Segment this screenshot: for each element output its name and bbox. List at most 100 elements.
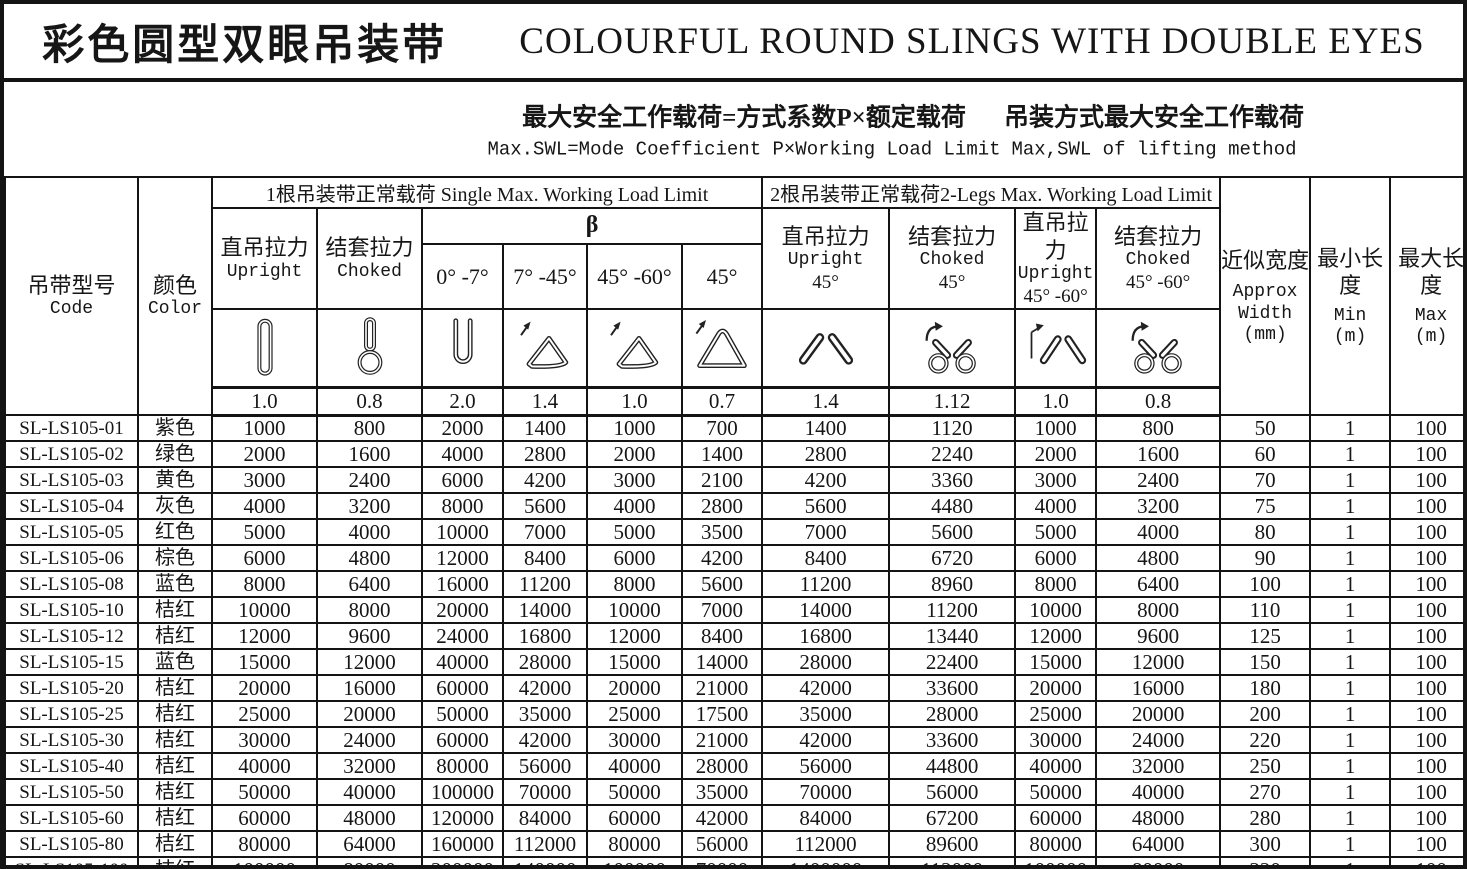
load-value-cell: 15000 bbox=[211, 648, 318, 677]
load-value-cell: 50000 bbox=[211, 778, 318, 807]
table-row: SL-LS105-100桔红10000080000200000140000100… bbox=[4, 856, 1463, 865]
color-cell: 桔红 bbox=[137, 830, 213, 859]
code-cell: SL-LS105-10 bbox=[4, 596, 139, 625]
load-value-cell: 16000 bbox=[316, 674, 423, 703]
load-value-cell: 8000 bbox=[1014, 570, 1098, 599]
load-value-cell: 30000 bbox=[211, 726, 318, 755]
min-length-cell: 1 bbox=[1309, 856, 1392, 865]
load-value-cell: 1400000 bbox=[761, 856, 891, 865]
load-value-cell: 4000 bbox=[211, 492, 318, 521]
load-value-cell: 30000 bbox=[1014, 726, 1098, 755]
max-length-cell: 100 bbox=[1389, 752, 1463, 781]
wide-basket-hitch-icon bbox=[695, 320, 747, 369]
color-cell: 桔红 bbox=[137, 778, 213, 807]
table-row: SL-LS105-08 蓝色 8000 6400 16000 11200 8000 5600 1… bbox=[4, 570, 1463, 599]
two-legs-choked-45-header: 结套拉力 Choked 45° bbox=[888, 206, 1017, 311]
load-value-cell: 13440 bbox=[888, 622, 1017, 651]
load-value-cell: 64000 bbox=[1095, 830, 1222, 859]
load-value-cell: 8960 bbox=[888, 570, 1017, 599]
load-value-cell: 3360 bbox=[888, 466, 1017, 495]
load-value-cell: 8000 bbox=[586, 570, 683, 599]
code-cell: SL-LS105-50 bbox=[4, 778, 139, 807]
load-value-cell: 8000 bbox=[211, 570, 318, 599]
load-value-cell: 48000 bbox=[1095, 804, 1222, 833]
table-row: SL-LS105-80 桔红 80000 64000 160000 112000 80000… bbox=[4, 830, 1463, 859]
load-value-cell: 8000 bbox=[421, 492, 504, 521]
two-legs-group-header: 2根吊装带正常载荷2-Legs Max. Working Load Limit bbox=[761, 176, 1222, 209]
max-length-cell: 100 bbox=[1389, 726, 1463, 755]
coefficient-cell: 1.4 bbox=[502, 386, 588, 417]
load-value-cell: 5600 bbox=[502, 492, 588, 521]
two-legs-choked-45-60-angle: 45° -60° bbox=[1125, 271, 1191, 293]
min-length-column-header: 最小长度 Min (m) bbox=[1309, 175, 1392, 417]
min-length-cell: 1 bbox=[1309, 674, 1392, 703]
load-value-cell: 17500 bbox=[680, 700, 764, 729]
angle-header-45: 45° bbox=[680, 242, 764, 311]
min-length-cell: 1 bbox=[1309, 466, 1392, 495]
load-value-cell: 42000 bbox=[761, 674, 891, 703]
max-length-cell: 100 bbox=[1389, 804, 1463, 833]
load-value-cell: 160000 bbox=[421, 830, 504, 859]
max-length-cell: 100 bbox=[1389, 570, 1463, 599]
load-value-cell: 16800 bbox=[502, 622, 588, 651]
basket-hitch-cell bbox=[421, 308, 504, 389]
load-value-cell: 35000 bbox=[680, 778, 764, 807]
load-value-cell: 14000 bbox=[680, 648, 764, 677]
load-value-cell: 70000 bbox=[761, 778, 891, 807]
lifting-method-note: 吊装方式最大安全工作载荷 Max,SWL of lifting method bbox=[1004, 98, 1304, 161]
load-value-cell: 5000 bbox=[586, 518, 683, 547]
load-value-cell: 4000 bbox=[1014, 492, 1098, 521]
load-value-cell: 1400 bbox=[761, 414, 891, 443]
two-leg-straight-icon bbox=[798, 333, 853, 365]
color-cell: 桔红 bbox=[137, 596, 213, 625]
load-value-cell: 50000 bbox=[421, 700, 504, 729]
load-value-cell: 12000 bbox=[421, 544, 504, 573]
load-value-cell: 48000 bbox=[316, 804, 423, 833]
load-value-cell: 4800 bbox=[316, 544, 423, 573]
page-title-zh: 彩色圆型双眼吊装带 bbox=[42, 22, 448, 69]
min-length-cell: 1 bbox=[1309, 648, 1392, 677]
table-row: SL-LS105-03 黄色 3000 2400 6000 4200 3000 2100 420… bbox=[4, 466, 1463, 495]
load-value-cell: 40000 bbox=[211, 752, 318, 781]
load-value-cell: 89600 bbox=[888, 830, 1017, 859]
choked-column-header: 结套拉力 Choked bbox=[316, 206, 423, 311]
max-length-cell: 100 bbox=[1389, 440, 1463, 469]
coefficient-cell: 1.0 bbox=[1014, 386, 1098, 417]
two-leg-choked-angle-cell bbox=[1095, 308, 1222, 389]
code-cell: SL-LS105-04 bbox=[4, 492, 139, 521]
coefficient-cell: 1.0 bbox=[211, 386, 318, 417]
load-value-cell: 56000 bbox=[680, 830, 764, 859]
load-value-cell: 700 bbox=[680, 414, 764, 443]
load-value-cell: 35000 bbox=[502, 700, 588, 729]
color-cell: 蓝色 bbox=[137, 570, 213, 599]
load-value-cell: 80000 bbox=[211, 830, 318, 859]
two-legs-choked-45-60-header: 结套拉力 Choked 45° -60° bbox=[1095, 206, 1222, 311]
approx-width-cell: 300 bbox=[1219, 830, 1312, 859]
table-row: SL-LS105-06 棕色 6000 4800 12000 8400 6000 4200 84… bbox=[4, 544, 1463, 573]
load-value-cell: 6000 bbox=[1014, 544, 1098, 573]
min-length-cell: 1 bbox=[1309, 700, 1392, 729]
max-length-cell: 100 bbox=[1389, 700, 1463, 729]
load-value-cell: 16000 bbox=[421, 570, 504, 599]
load-value-cell: 100000 bbox=[211, 856, 318, 865]
table-row: SL-LS105-12 桔红 12000 9600 24000 16800 12000 840… bbox=[4, 622, 1463, 651]
load-value-cell: 80000 bbox=[421, 752, 504, 781]
max-length-header-en: Max bbox=[1414, 305, 1448, 326]
two-leg-choked-icon bbox=[925, 321, 976, 374]
load-value-cell: 42000 bbox=[502, 674, 588, 703]
two-legs-choked-45-60-zh: 结套拉力 bbox=[1114, 223, 1203, 249]
load-value-cell: 3000 bbox=[211, 466, 318, 495]
load-value-cell: 10000 bbox=[1014, 596, 1098, 625]
angled-basket-45-60-cell bbox=[586, 308, 683, 389]
load-value-cell: 2800 bbox=[502, 440, 588, 469]
max-length-cell: 100 bbox=[1389, 466, 1463, 495]
load-value-cell: 6000 bbox=[211, 544, 318, 573]
load-value-cell: 4000 bbox=[1095, 518, 1222, 547]
load-value-cell: 4000 bbox=[586, 492, 683, 521]
min-length-cell: 1 bbox=[1309, 570, 1392, 599]
code-cell: SL-LS105-80 bbox=[4, 830, 139, 859]
beta-header: β bbox=[420, 207, 764, 245]
load-value-cell: 24000 bbox=[1095, 726, 1222, 755]
load-value-cell: 5000 bbox=[1014, 518, 1098, 547]
coefficient-cell: 1.4 bbox=[761, 386, 891, 417]
